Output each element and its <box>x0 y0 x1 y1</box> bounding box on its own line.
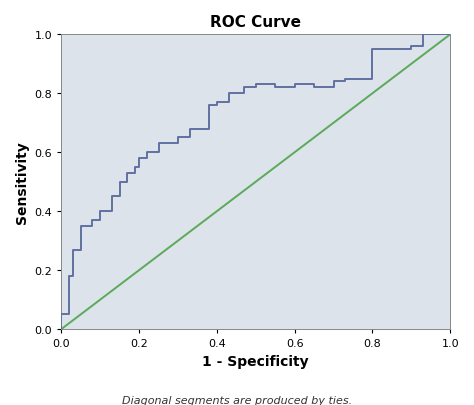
Y-axis label: Sensitivity: Sensitivity <box>15 141 29 224</box>
X-axis label: 1 - Specificity: 1 - Specificity <box>202 354 309 368</box>
Title: ROC Curve: ROC Curve <box>210 15 301 30</box>
Text: Diagonal segments are produced by ties.: Diagonal segments are produced by ties. <box>122 395 352 405</box>
